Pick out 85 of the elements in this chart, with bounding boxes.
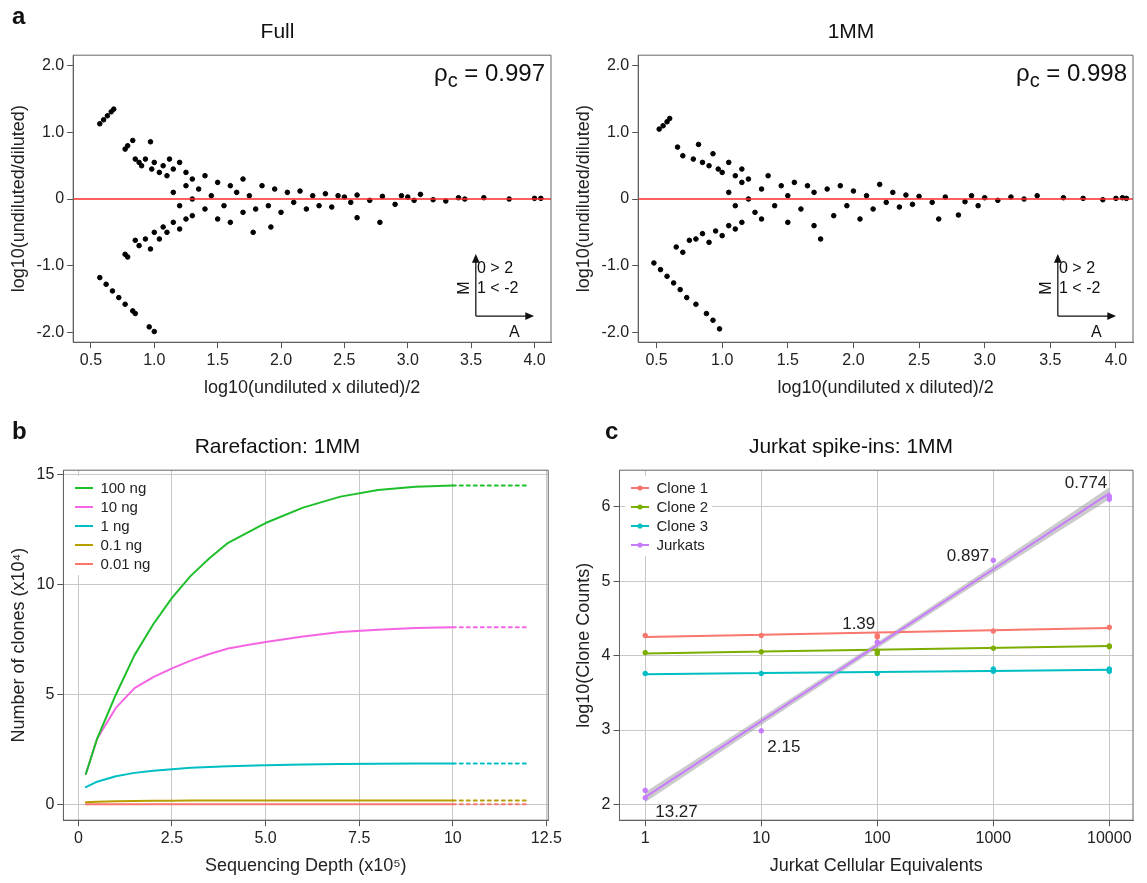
y-axis-title: log10(undiluted/diluted)	[7, 105, 28, 293]
annotation: M	[1036, 281, 1054, 295]
x-tick-label: 2.0	[269, 351, 293, 369]
x-tick-label: 3.5	[460, 351, 483, 369]
text: b	[12, 417, 27, 444]
annotation: A	[1091, 323, 1102, 341]
y-axis-title: Number of clones (x10⁴)	[7, 547, 28, 743]
x-tick-label: 2.5	[907, 351, 931, 369]
x-tick-label: 12.5	[530, 829, 563, 847]
y-tick-label: 5	[45, 685, 55, 703]
annotation: 1 < -2	[477, 279, 519, 297]
y-tick-label: 0	[45, 795, 55, 813]
x-axis-title: Jurkat Cellular Equivalents	[769, 855, 983, 876]
legend-label: Clone 3	[656, 517, 709, 535]
annotation: M	[454, 281, 472, 295]
x-tick-label: 3.0	[396, 351, 419, 369]
x-tick-label: 7.5	[348, 829, 371, 847]
x-tick-label: 1.0	[143, 351, 166, 369]
x-tick-label: 2.5	[160, 829, 184, 847]
chart-title: Jurkat spike-ins: 1MM	[748, 434, 954, 458]
legend-label: Jurkats	[656, 536, 705, 554]
annotation: 0 > 2	[477, 259, 514, 277]
x-tick-label: 5.0	[254, 829, 277, 847]
x-tick-label: 1000	[975, 829, 1012, 847]
annotation: 0 > 2	[1059, 259, 1096, 277]
x-tick-label: 3.5	[1039, 351, 1062, 369]
y-axis-title: log10(Clone Counts)	[572, 562, 593, 728]
x-tick-label: 2.5	[333, 351, 356, 369]
y-tick-label: 1.0	[606, 122, 630, 140]
x-tick-label: 2.0	[842, 351, 865, 369]
annotation: 13.27	[655, 801, 698, 821]
y-tick-label: -2.0	[601, 322, 630, 340]
y-tick-label: 0	[55, 189, 65, 207]
x-tick-label: 0.5	[79, 351, 103, 369]
y-tick-label: 15	[36, 465, 55, 483]
y-tick-label: 6	[601, 497, 611, 515]
y-tick-label: -1.0	[36, 256, 65, 274]
y-tick-label: -1.0	[601, 256, 630, 274]
x-tick-label: 100	[863, 829, 891, 847]
x-tick-label: 4.0	[1104, 351, 1128, 369]
y-axis-title: log10(undiluted/diluted)	[572, 105, 593, 293]
x-tick-label: 1	[640, 829, 650, 847]
y-tick-label: 2.0	[41, 56, 65, 74]
annotation: 0.774	[1064, 472, 1108, 492]
annotation: 2.15	[767, 736, 801, 756]
x-tick-label: 1.0	[711, 351, 734, 369]
x-tick-label: 10	[752, 829, 771, 847]
legend-label: Clone 2	[656, 498, 709, 516]
y-tick-label: -2.0	[36, 322, 65, 340]
legend-label: Clone 1	[656, 479, 709, 497]
x-axis-title: log10(undiluted x diluted)/2	[204, 377, 421, 398]
annotation: 0.897	[946, 545, 990, 565]
chart-title: Rarefaction: 1MM	[194, 434, 361, 458]
text: c	[605, 417, 619, 444]
y-tick-label: 3	[601, 720, 611, 738]
x-tick-label: 4.0	[523, 351, 546, 369]
y-tick-label: 5	[601, 571, 611, 589]
chart-title: Full	[260, 19, 295, 43]
x-tick-label: 10	[443, 829, 462, 847]
y-tick-label: 2	[601, 794, 611, 812]
y-tick-label: 4	[601, 646, 611, 664]
x-tick-label: 1.5	[776, 351, 800, 369]
annotation: 1 < -2	[1059, 279, 1101, 297]
x-axis-title: Sequencing Depth (x10⁵)	[205, 855, 407, 876]
y-tick-label: 10	[36, 575, 55, 593]
text: a	[12, 2, 26, 29]
chart-title: 1MM	[827, 19, 875, 43]
x-axis-title: log10(undiluted x diluted)/2	[777, 377, 994, 398]
y-tick-label: 0	[620, 189, 630, 207]
annotation: A	[509, 323, 520, 341]
x-tick-label: 3.0	[973, 351, 996, 369]
legend-label: 100 ng	[100, 479, 147, 497]
y-tick-label: 1.0	[41, 122, 65, 140]
annotation: ρ$_{c}$ = 0.998	[1016, 59, 1128, 91]
x-tick-label: 0.5	[645, 351, 668, 369]
x-tick-label: 10000	[1087, 829, 1132, 847]
legend-label: 0.01 ng	[100, 555, 151, 573]
annotation: ρ$_{c}$ = 0.997	[434, 59, 546, 91]
annotation: 1.39	[842, 613, 876, 633]
legend-label: 10 ng	[100, 498, 138, 516]
y-tick-label: 2.0	[606, 56, 630, 74]
legend-label: 0.1 ng	[100, 536, 143, 554]
x-tick-label: 0	[73, 829, 83, 847]
legend-label: 1 ng	[100, 517, 130, 535]
x-tick-label: 1.5	[206, 351, 229, 369]
